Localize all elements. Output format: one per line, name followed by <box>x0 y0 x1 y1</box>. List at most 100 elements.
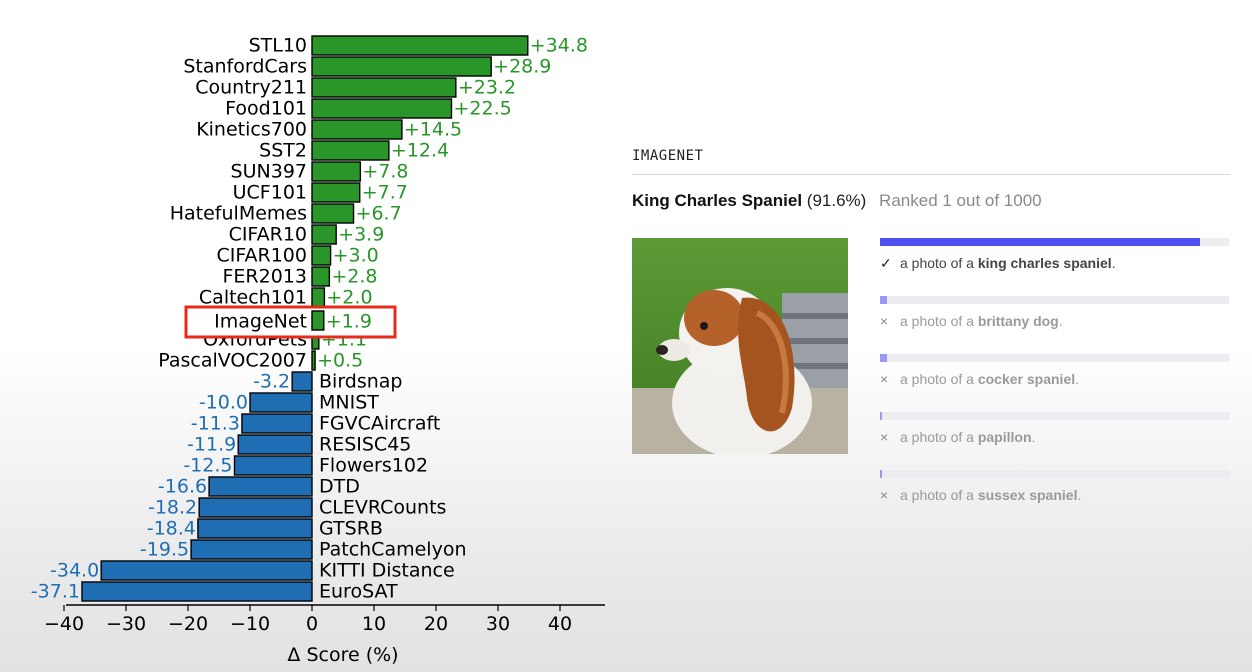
category-label: Birdsnap <box>319 371 403 393</box>
data-label: -11.3 <box>191 413 240 435</box>
category-label: SUN397 <box>231 161 307 183</box>
data-label: -12.5 <box>183 455 232 477</box>
prediction-label: brittany dog <box>977 313 1059 329</box>
confidence-bar <box>880 412 882 420</box>
confidence-bar-track <box>880 412 1229 420</box>
data-label: -37.1 <box>31 581 80 603</box>
data-label: +7.7 <box>362 182 408 204</box>
prediction-prefix: a photo of a <box>900 429 978 445</box>
category-label: RESISC45 <box>319 434 411 456</box>
bar <box>291 371 313 392</box>
data-label: -3.2 <box>253 371 290 393</box>
confidence-bar <box>880 470 882 478</box>
data-label: +22.5 <box>454 98 512 120</box>
data-label: +0.5 <box>317 350 363 372</box>
x-tick-label: −40 <box>44 613 84 635</box>
prediction-prefix: a photo of a <box>900 487 978 503</box>
bar <box>249 392 313 413</box>
category-label: STL10 <box>249 35 307 57</box>
prediction-row: × a photo of a brittany dog. <box>880 296 1230 354</box>
top-prediction-label: King Charles Spaniel <box>632 191 803 210</box>
bar <box>311 287 326 308</box>
bar <box>311 245 332 266</box>
data-label: -10.0 <box>199 392 248 414</box>
prediction-prefix: a photo of a <box>900 255 978 271</box>
prediction-prefix: a photo of a <box>900 313 978 329</box>
category-label: KITTI Distance <box>319 560 455 582</box>
top-prediction: King Charles Spaniel (91.6%) Ranked 1 ou… <box>632 191 1230 211</box>
x-tick-label: −10 <box>230 613 270 635</box>
bar <box>237 434 313 455</box>
bar <box>208 476 313 497</box>
bar <box>100 560 313 581</box>
bar <box>311 182 361 203</box>
category-label: GTSRB <box>319 518 383 540</box>
data-label: +6.7 <box>356 203 402 225</box>
data-label: +3.9 <box>338 224 384 246</box>
bar <box>241 413 313 434</box>
confidence-bar-track <box>880 470 1229 478</box>
data-label: +2.8 <box>331 266 377 288</box>
prediction-text: × a photo of a papillon. <box>880 429 1035 445</box>
prediction-text: ✓ a photo of a king charles spaniel. <box>880 255 1116 272</box>
category-label: Kinetics700 <box>196 119 307 141</box>
x-tick-label: 40 <box>548 613 572 635</box>
confidence-bar <box>880 296 887 304</box>
prediction-text: × a photo of a brittany dog. <box>880 313 1063 329</box>
data-label: +14.5 <box>404 119 462 141</box>
dog-photo <box>632 238 848 454</box>
data-label: +7.8 <box>362 161 408 183</box>
x-tick-label: 30 <box>486 613 510 635</box>
category-label: Country211 <box>195 77 307 99</box>
bar <box>190 539 313 560</box>
bar <box>311 203 355 224</box>
data-label: +34.8 <box>530 35 588 57</box>
prediction-list: ✓ a photo of a king charles spaniel. × a ph… <box>880 238 1230 528</box>
rank-text: Ranked 1 out of 1000 <box>879 191 1042 210</box>
category-label: ImageNet <box>214 311 307 333</box>
category-label: Food101 <box>225 98 307 120</box>
prediction-label: papillon <box>977 429 1032 445</box>
category-label: StanfordCars <box>183 56 307 78</box>
category-label: EuroSAT <box>319 581 398 603</box>
category-label: CIFAR100 <box>216 245 307 267</box>
bar <box>311 56 492 77</box>
data-label: +2.0 <box>326 287 372 309</box>
bar <box>198 497 313 518</box>
highlight-box <box>184 305 397 339</box>
cross-icon: × <box>880 313 889 329</box>
prediction-text: × a photo of a cocker spaniel. <box>880 371 1079 387</box>
data-label: -19.5 <box>140 539 189 561</box>
imagenet-panel: IMAGENET King Charles Spaniel (91.6%) Ra… <box>632 140 1230 503</box>
category-label: PascalVOC2007 <box>158 350 307 372</box>
top-prediction-confidence: (91.6%) <box>806 191 867 210</box>
cross-icon: × <box>880 429 889 445</box>
prediction-prefix: a photo of a <box>900 371 978 387</box>
bar <box>233 455 313 476</box>
data-label: -34.0 <box>50 560 99 582</box>
prediction-row: × a photo of a sussex spaniel. <box>880 470 1230 528</box>
prediction-text: × a photo of a sussex spaniel. <box>880 487 1081 503</box>
bar <box>311 266 331 287</box>
category-label: CIFAR10 <box>229 224 307 246</box>
bar <box>311 310 325 331</box>
bar <box>197 518 313 539</box>
x-tick-label: 0 <box>306 613 318 635</box>
category-label: Caltech101 <box>199 287 307 309</box>
category-label: DTD <box>319 476 360 498</box>
data-label: +1.9 <box>326 311 372 333</box>
data-label: +28.9 <box>493 56 551 78</box>
prediction-label: cocker spaniel <box>977 371 1076 387</box>
prediction-suffix: . <box>1058 313 1063 329</box>
confidence-bar-track <box>880 296 1229 304</box>
category-label: FER2013 <box>223 266 308 288</box>
data-label: -18.2 <box>148 497 197 519</box>
category-label: UCF101 <box>233 182 307 204</box>
prediction-suffix: . <box>1075 371 1080 387</box>
bar <box>311 224 337 245</box>
prediction-row: ✓ a photo of a king charles spaniel. <box>880 238 1230 296</box>
bar <box>311 77 457 98</box>
category-label: PatchCamelyon <box>319 539 466 561</box>
delta-score-bar-chart: STL10 +34.8 StanfordCars +28.9 Country211 +23… <box>31 35 605 666</box>
prediction-suffix: . <box>1111 255 1116 271</box>
